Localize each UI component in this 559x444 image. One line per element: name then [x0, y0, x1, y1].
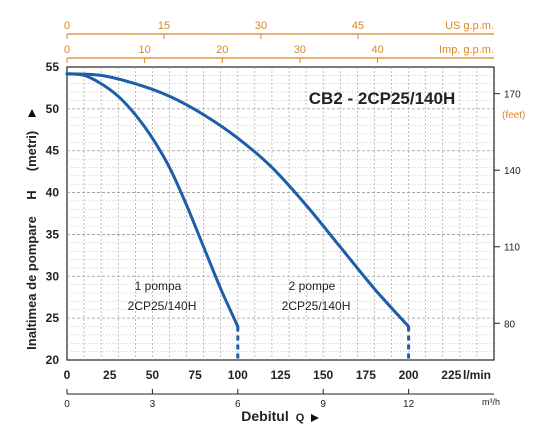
y-axis-title-text: Inaltimea de pompare — [24, 216, 39, 350]
feet-tick-label: 80 — [504, 319, 516, 330]
us-tick-label: 45 — [352, 20, 364, 32]
y-axis-title: Inaltimea de pompare H (metri) — [24, 109, 39, 350]
m3h-tick-label: 9 — [320, 399, 326, 410]
feet-axis: 170 140 110 80 (feet) — [493, 67, 525, 360]
series-2-label-line1: 2 pompe — [289, 279, 336, 293]
x-tick-label: 25 — [103, 368, 117, 382]
x-tick-label: 0 — [64, 368, 71, 382]
y-tick-label: 50 — [46, 102, 60, 116]
us-tick-label: 30 — [255, 20, 267, 32]
series-1-curve — [65, 72, 240, 329]
y-tick-label: 25 — [46, 311, 60, 325]
top-us-axis: 0 15 30 45 US g.p.m. — [64, 20, 494, 39]
x-axis-arrow-icon — [311, 414, 319, 422]
y-axis-arrow-icon — [28, 109, 36, 117]
imp-tick-label: 0 — [64, 44, 70, 56]
series-1-label-line1: 1 pompa — [135, 279, 182, 293]
x-tick-label: 200 — [399, 368, 419, 382]
series-2-curve — [65, 72, 411, 329]
m3h-tick-label: 6 — [235, 399, 241, 410]
chart-title: CB2 - 2CP25/140H — [309, 89, 455, 108]
m3h-tick-label: 12 — [403, 399, 415, 410]
feet-tick-label: 110 — [504, 243, 520, 254]
x-tick-label: 175 — [356, 368, 376, 382]
y-axis-ticks: 20 25 30 35 40 45 50 55 — [46, 60, 60, 367]
plot-frame — [66, 66, 495, 361]
y-tick-label: 45 — [46, 144, 60, 158]
us-gpm-unit: US g.p.m. — [445, 20, 494, 32]
x-axis-title-text: Debitul — [241, 408, 288, 424]
m3h-tick-label: 0 — [64, 399, 70, 410]
top-imp-axis: 0 10 20 30 40 Imp. g.p.m. — [64, 44, 494, 63]
m3h-unit: m³/h — [482, 397, 500, 407]
x-axis-title-symbol: Q — [296, 412, 305, 424]
y-tick-label: 35 — [46, 227, 60, 241]
x-axis-ticks: 0 25 50 75 100 125 150 175 200 225 — [64, 368, 462, 382]
y-tick-label: 20 — [46, 353, 60, 367]
x-tick-label: 100 — [228, 368, 248, 382]
m3h-axis: 0 3 6 9 12 m³/h — [64, 389, 500, 410]
lmin-unit: l/min — [463, 368, 491, 382]
series-2-label-line2: 2CP25/140H — [282, 299, 351, 313]
m3h-tick-label: 3 — [150, 399, 156, 410]
y-tick-label: 30 — [46, 269, 60, 283]
imp-tick-label: 10 — [139, 44, 151, 56]
imp-tick-label: 30 — [294, 44, 306, 56]
y-tick-label: 40 — [46, 186, 60, 200]
y-tick-label: 55 — [46, 60, 60, 74]
x-tick-label: 225 — [441, 368, 461, 382]
x-tick-label: 75 — [188, 368, 202, 382]
us-tick-label: 0 — [64, 20, 70, 32]
feet-unit: (feet) — [502, 110, 525, 121]
x-tick-label: 125 — [270, 368, 290, 382]
y-axis-title-unit: (metri) — [24, 131, 39, 171]
feet-tick-label: 140 — [504, 166, 521, 177]
feet-tick-label: 170 — [504, 90, 521, 101]
imp-tick-label: 20 — [216, 44, 228, 56]
curves — [65, 72, 411, 360]
us-tick-label: 15 — [158, 20, 170, 32]
y-axis-title-symbol: H — [24, 190, 39, 199]
series-1-label-line2: 2CP25/140H — [128, 299, 197, 313]
x-tick-label: 150 — [313, 368, 333, 382]
x-tick-label: 50 — [146, 368, 160, 382]
imp-tick-label: 40 — [371, 44, 383, 56]
imp-gpm-unit: Imp. g.p.m. — [439, 44, 494, 56]
